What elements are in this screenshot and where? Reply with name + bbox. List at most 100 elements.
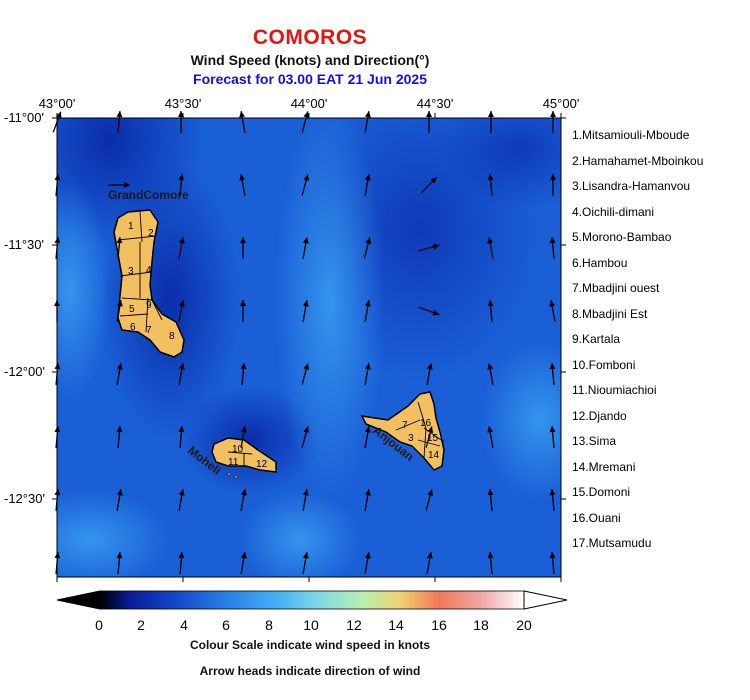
legend-item: 4.Oichili-dimani xyxy=(572,204,655,219)
wind-arrow xyxy=(116,300,123,322)
wind-arrow xyxy=(418,306,440,316)
wind-arrow xyxy=(239,111,246,133)
island-anjouan: 7 16 3 15 14 xyxy=(360,391,445,471)
wind-arrow xyxy=(240,489,247,511)
colorbar-tick: 0 xyxy=(95,617,103,633)
lon-label: 43°30' xyxy=(164,96,202,111)
lat-label: -12°00' xyxy=(4,364,45,379)
wind-arrow xyxy=(426,111,432,133)
colorbar-tick: 6 xyxy=(222,617,230,633)
svg-text:14: 14 xyxy=(428,450,440,461)
svg-text:10: 10 xyxy=(232,444,244,455)
wind-arrows xyxy=(52,110,556,575)
wind-arrow xyxy=(487,299,494,323)
wind-arrow xyxy=(487,488,494,512)
island-moheli: 10 11 12 xyxy=(211,437,277,479)
wind-arrow xyxy=(302,489,309,511)
colorbar-caption: Colour Scale indicate wind speed in knot… xyxy=(189,638,431,652)
axis-ticks xyxy=(52,113,566,582)
wind-arrow xyxy=(364,111,371,133)
wind-arrow xyxy=(364,489,371,511)
island-label: GrandComore xyxy=(108,188,189,202)
wind-arrow xyxy=(426,552,433,574)
lon-label: 44°00' xyxy=(290,96,328,111)
wind-arrow xyxy=(549,551,556,575)
wind-arrow xyxy=(54,173,61,197)
legend-item: 5.Morono-Bambao xyxy=(572,230,672,244)
wind-arrow xyxy=(301,174,310,196)
wind-arrow xyxy=(178,111,184,133)
wind-arrow xyxy=(301,111,310,133)
wind-arrow xyxy=(487,237,494,259)
arrow-caption: Arrow heads indicate direction of wind xyxy=(199,664,421,678)
wind-arrow xyxy=(240,552,247,574)
wind-arrow xyxy=(116,236,123,260)
wind-arrow xyxy=(116,425,123,449)
wind-arrow xyxy=(302,552,309,574)
wind-arrow xyxy=(54,236,61,260)
colorbar-tick: 2 xyxy=(137,617,145,633)
lon-label: 43°00' xyxy=(38,96,76,111)
legend-item: 12.Djando xyxy=(572,408,627,423)
svg-text:11: 11 xyxy=(228,457,239,468)
legend-item: 15.Domoni xyxy=(572,485,631,499)
wind-arrow xyxy=(549,362,556,386)
wind-arrow xyxy=(549,236,556,260)
svg-text:3: 3 xyxy=(408,433,414,444)
wind-arrow xyxy=(240,426,247,448)
legend-item: 3.Lisandra-Hamanvou xyxy=(572,179,691,193)
wind-arrow xyxy=(240,237,246,259)
wind-arrow xyxy=(420,176,438,194)
svg-text:2: 2 xyxy=(148,228,154,239)
wind-arrow xyxy=(301,363,310,385)
wind-arrow xyxy=(549,300,556,322)
legend-item: 8.Mbadjini Est xyxy=(572,306,648,321)
forecast-time: Forecast for 03.00 EAT 21 Jun 2025 xyxy=(193,71,427,87)
svg-text:15: 15 xyxy=(427,433,439,444)
wind-arrow xyxy=(487,173,494,197)
lat-label: -11°30' xyxy=(4,237,44,252)
lon-label: 45°00' xyxy=(542,96,580,111)
wind-arrow xyxy=(116,363,123,385)
colorbar xyxy=(56,590,568,610)
wind-arrow xyxy=(178,551,185,575)
lat-label: -12°30' xyxy=(4,491,45,506)
wind-arrow xyxy=(425,426,434,448)
legend-item: 13.Sima xyxy=(572,434,617,448)
wind-arrow xyxy=(301,426,310,448)
wind-arrow xyxy=(302,300,309,322)
wind-arrow xyxy=(363,237,372,259)
colorbar-tick: 12 xyxy=(346,617,362,633)
wind-arrow xyxy=(488,111,494,133)
svg-text:3: 3 xyxy=(128,266,134,277)
wind-arrow xyxy=(116,489,123,511)
wind-arrow xyxy=(364,363,371,385)
wind-arrow xyxy=(426,363,433,385)
wind-arrow xyxy=(54,551,61,575)
legend-item: 1.Mitsamiouli-Mboude xyxy=(572,128,690,142)
colorbar-tick: 14 xyxy=(388,617,404,633)
svg-text:1: 1 xyxy=(128,221,134,232)
svg-text:12: 12 xyxy=(256,459,268,470)
district-legend: 1.Mitsamiouli-Mboude 2.Hamahamet-Mboinko… xyxy=(572,127,703,561)
wind-arrow xyxy=(425,489,434,511)
wind-arrow xyxy=(239,174,246,196)
wind-arrow xyxy=(178,363,185,385)
colorbar-tick: 8 xyxy=(265,617,273,633)
svg-text:4: 4 xyxy=(146,265,152,276)
legend-item: 2.Hamahamet-Mboinkou xyxy=(572,153,704,168)
wind-arrow xyxy=(364,552,371,574)
svg-text:7: 7 xyxy=(146,325,152,336)
wind-arrow xyxy=(178,237,185,259)
wind-arrow xyxy=(178,300,185,322)
legend-item: 9.Kartala xyxy=(572,332,621,346)
lon-label: 44°30' xyxy=(416,96,454,111)
legend-item: 7.Mbadjini ouest xyxy=(572,281,660,295)
colorbar-tick: 10 xyxy=(303,617,319,633)
map-subtitle: Wind Speed (knots) and Direction(°) xyxy=(190,52,430,68)
wind-arrow xyxy=(364,174,371,196)
wind-arrow xyxy=(54,488,61,512)
wind-arrow xyxy=(54,425,61,449)
island-grande-comore: 1 2 3 4 5 6 7 8 9 xyxy=(113,209,185,358)
svg-text:5: 5 xyxy=(129,304,135,315)
